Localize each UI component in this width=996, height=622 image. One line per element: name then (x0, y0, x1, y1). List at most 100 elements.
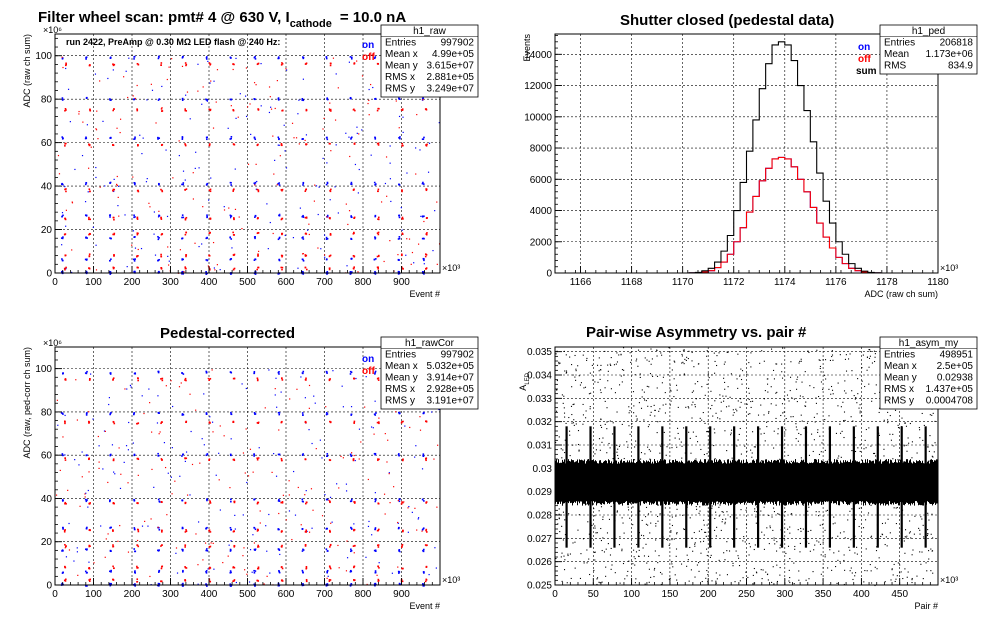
data-point (425, 233, 428, 235)
data-point (617, 457, 619, 459)
data-point (573, 471, 576, 473)
y-tick-label: 80 (41, 407, 53, 418)
data-point (181, 455, 183, 457)
data-point (294, 514, 297, 516)
data-point (175, 547, 178, 549)
data-point (698, 495, 700, 497)
data-point (206, 453, 209, 455)
data-point (361, 75, 364, 77)
data-point (561, 457, 563, 459)
data-point (616, 411, 618, 413)
data-point (137, 529, 140, 531)
data-point (401, 545, 403, 547)
data-point (571, 413, 573, 416)
data-band (717, 461, 718, 502)
data-point (727, 351, 729, 353)
data-point (695, 458, 697, 460)
data-point (63, 420, 66, 423)
data-point (843, 436, 845, 439)
data-point (137, 422, 140, 424)
data-band (927, 461, 928, 502)
data-point (192, 172, 194, 174)
legend-entry-on: on (362, 354, 374, 365)
data-point (899, 564, 901, 566)
data-point (184, 566, 186, 568)
data-point (205, 370, 208, 373)
data-point (326, 98, 329, 101)
data-point (578, 375, 580, 377)
data-point (647, 474, 649, 476)
data-point (578, 450, 580, 452)
data-point (84, 258, 87, 261)
data-point (374, 452, 377, 455)
data-point (182, 258, 184, 261)
data-point (182, 569, 184, 572)
data-point (725, 518, 727, 520)
data-point (802, 528, 804, 530)
data-point (325, 56, 328, 58)
data-point (715, 511, 717, 513)
data-point (112, 502, 115, 505)
data-point (247, 163, 250, 165)
data-point (234, 208, 237, 211)
data-point (160, 255, 163, 258)
data-point (373, 549, 376, 552)
data-point (906, 490, 909, 492)
data-band (845, 460, 846, 503)
data-point (201, 438, 203, 440)
data-point (232, 63, 234, 65)
data-point (184, 460, 186, 463)
data-band (643, 460, 644, 504)
data-point (350, 500, 353, 502)
data-point (886, 473, 888, 475)
data-point (718, 506, 720, 508)
data-point (821, 442, 823, 444)
data-point (374, 56, 377, 58)
data-point (671, 539, 673, 541)
data-point (234, 514, 236, 516)
data-point (750, 352, 752, 354)
data-point (401, 580, 404, 583)
data-point (789, 558, 791, 560)
data-point (227, 555, 229, 557)
data-point (422, 181, 424, 184)
data-point (774, 543, 776, 545)
data-band (765, 459, 766, 504)
x-tick-label: 300 (162, 277, 179, 288)
data-band (642, 463, 643, 502)
data-point (716, 578, 718, 580)
data-point (182, 170, 185, 172)
data-point (745, 480, 747, 482)
data-point (657, 504, 659, 506)
data-point (182, 55, 184, 58)
data-point (61, 215, 64, 218)
data-point (370, 426, 373, 428)
data-band (738, 459, 739, 503)
data-point (278, 237, 281, 240)
data-point (329, 232, 332, 235)
data-point (826, 497, 828, 499)
data-point (703, 524, 705, 526)
data-point (658, 498, 661, 500)
data-point (61, 549, 64, 551)
data-point (330, 150, 332, 152)
data-point (259, 522, 261, 524)
data-point (281, 266, 284, 269)
data-point (587, 521, 589, 523)
data-point (257, 545, 260, 548)
data-point (893, 484, 895, 486)
data-point (376, 232, 379, 234)
data-point (784, 433, 786, 435)
data-point (374, 258, 377, 260)
data-point (670, 530, 672, 532)
data-band (640, 461, 641, 506)
data-point (770, 386, 772, 388)
data-point (326, 138, 329, 141)
data-point (253, 453, 255, 455)
data-point (617, 448, 619, 450)
data-point (154, 254, 157, 256)
data-point (291, 122, 294, 124)
x-tick-label: 500 (239, 589, 256, 600)
data-point (697, 380, 699, 383)
data-point (205, 273, 208, 275)
